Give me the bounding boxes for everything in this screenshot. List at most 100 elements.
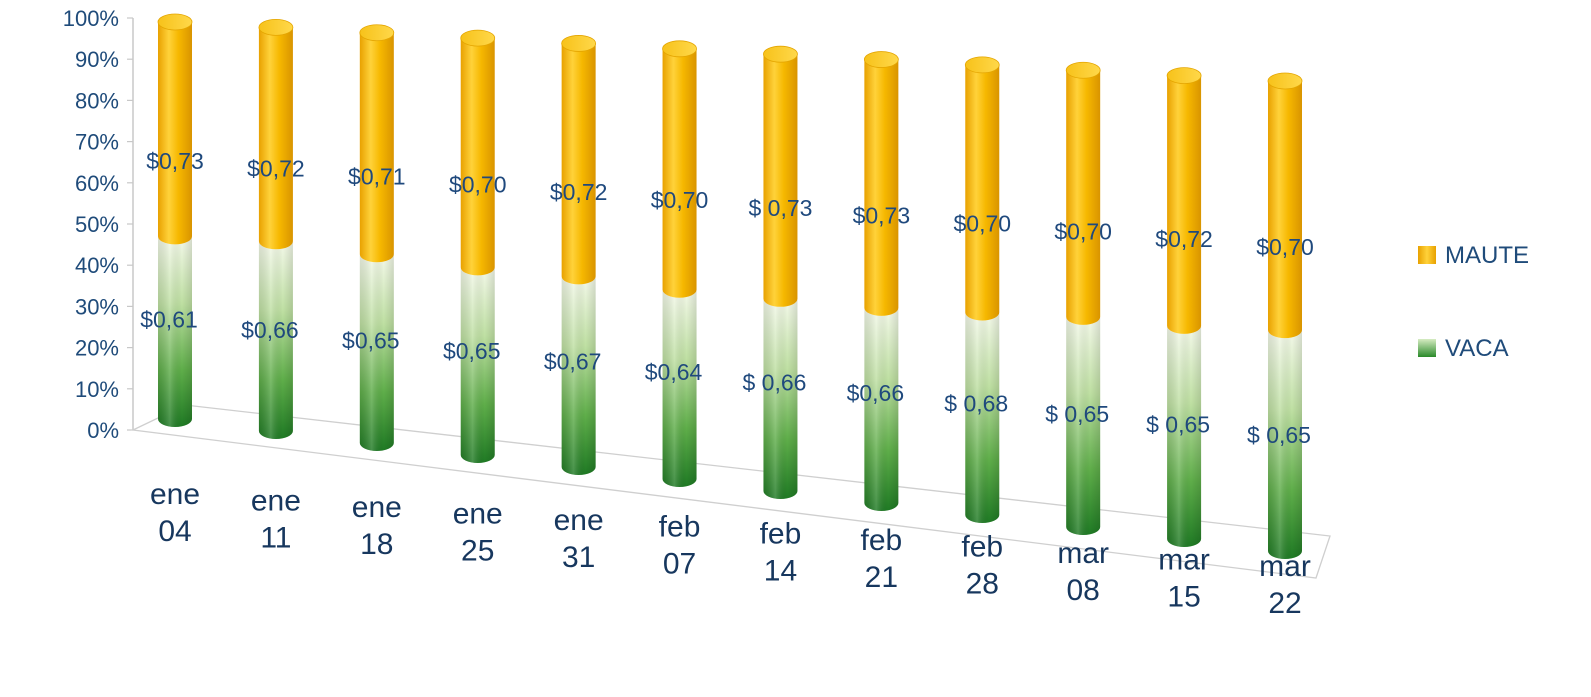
data-label-maute: $0,70 [1256, 234, 1314, 260]
x-tick-label: 14 [764, 554, 797, 587]
bar-vaca-shade [662, 289, 697, 487]
x-tick-label: 07 [663, 548, 696, 581]
x-tick-label: 04 [158, 515, 191, 548]
data-label-maute: $ 0,73 [748, 195, 812, 221]
x-tick-label: feb [861, 524, 903, 557]
bar-maute [561, 43, 596, 285]
bar-maute-top [561, 35, 597, 52]
y-tick-label: 30% [75, 294, 119, 319]
x-tick-label: feb [659, 511, 701, 544]
bar-maute [965, 64, 1000, 321]
bar-vaca-shade [1167, 325, 1202, 547]
data-label-maute: $0,73 [146, 148, 204, 174]
x-tick-label: mar [1158, 543, 1210, 576]
data-label-vaca: $0,65 [443, 338, 501, 364]
data-label-vaca: $ 0,65 [1247, 422, 1311, 448]
bar-maute-top [863, 51, 899, 68]
bar-vaca-shade [460, 267, 495, 463]
data-label-maute: $0,70 [1054, 218, 1112, 244]
y-tick-label: 80% [75, 88, 119, 113]
data-label-maute: $0,72 [1155, 226, 1213, 252]
data-label-maute: $0,70 [449, 171, 507, 197]
bar-maute-top [662, 40, 697, 58]
bar-maute-top [964, 56, 1000, 74]
y-tick-label: 40% [75, 253, 119, 278]
bar-vaca-shade [258, 241, 293, 439]
bar-maute [763, 54, 798, 307]
bar-maute [1167, 75, 1202, 334]
bars [157, 13, 1303, 559]
bar-maute-top [1166, 67, 1202, 85]
data-label-vaca: $0,65 [342, 328, 400, 354]
bar-maute [158, 22, 192, 245]
data-label-vaca: $ 0,65 [1146, 411, 1210, 437]
bar-vaca-shade [158, 236, 192, 427]
bar-maute-top [258, 18, 294, 36]
x-tick-label: ene [352, 491, 402, 524]
y-tick-label: 90% [75, 47, 119, 72]
bar-maute-top [157, 13, 193, 31]
y-tick-label: 60% [75, 171, 119, 196]
y-tick-label: 70% [75, 130, 119, 155]
data-label-vaca: $0,66 [241, 317, 299, 343]
x-tick-label: 22 [1268, 587, 1301, 620]
x-tick-label: ene [251, 485, 301, 518]
bar-vaca-shade [965, 312, 1000, 523]
legend-label: VACA [1445, 335, 1509, 362]
legend-swatch-vaca [1418, 339, 1436, 357]
x-tick-label: 28 [966, 567, 999, 600]
bar-vaca-shade [864, 307, 899, 511]
x-tick-label: 25 [461, 535, 494, 568]
bar-maute [1066, 70, 1101, 325]
bar-maute-top [1065, 61, 1101, 79]
data-label-maute: $0,72 [247, 156, 305, 182]
data-label-maute: $0,73 [853, 203, 911, 229]
bar-maute-top [359, 24, 395, 42]
data-label-vaca: $0,64 [645, 359, 703, 385]
data-label-vaca: $ 0,68 [944, 390, 1008, 416]
bar-maute [1268, 81, 1302, 339]
x-tick-label: 08 [1066, 574, 1099, 607]
data-label-maute: $0,72 [550, 179, 608, 205]
x-tick-label: 18 [360, 528, 393, 561]
x-tick-label: 11 [260, 522, 291, 555]
y-tick-label: 100% [63, 6, 119, 31]
bar-vaca-shade [1066, 316, 1101, 535]
legend-label: MAUTE [1445, 242, 1529, 269]
bar-vaca-shade [561, 276, 596, 475]
x-tick-label: ene [554, 504, 604, 537]
axes: 0% 10% 20% 30% 40% 50% 60% 70% 80% 90% 100% ene 04 en… [63, 6, 1331, 620]
x-tick-label: feb [961, 530, 1003, 563]
bar-maute-top [460, 29, 496, 47]
data-label-maute: $0,70 [651, 187, 709, 213]
bar-maute [460, 38, 495, 276]
x-tick-label: 31 [562, 541, 595, 574]
x-tick-label: 15 [1167, 580, 1200, 613]
data-label-maute: $0,71 [348, 164, 406, 190]
bar-vaca-shade [1268, 330, 1302, 559]
data-label-maute: $0,70 [953, 210, 1011, 236]
bar-vaca-shade [763, 298, 798, 499]
bar-maute [662, 48, 697, 298]
data-label-vaca: $0,66 [847, 380, 905, 406]
data-label-vaca: $ 0,66 [742, 370, 806, 396]
bar-maute [864, 59, 899, 316]
legend-swatch-maute [1418, 246, 1436, 264]
bar-vaca-shade [359, 254, 394, 451]
data-label-vaca: $0,67 [544, 349, 602, 375]
bar-maute [359, 32, 394, 263]
x-tick-label: 21 [865, 561, 898, 594]
y-tick-label: 10% [75, 377, 119, 402]
data-label-vaca: $0,61 [140, 307, 198, 333]
x-tick-label: mar [1057, 537, 1109, 570]
y-tick-label: 0% [87, 418, 119, 443]
y-tick-label: 20% [75, 336, 119, 361]
x-tick-label: ene [453, 498, 503, 531]
bar-maute [258, 27, 293, 250]
data-label-vaca: $ 0,65 [1045, 401, 1109, 427]
data-labels: $0,73 $0,61 $0,72 $0,66 $0,71 $0,65 $0,70 $0,65… [140, 148, 1314, 448]
bar-maute-top [763, 45, 798, 63]
x-tick-label: feb [760, 517, 802, 550]
bar-maute-top [1267, 72, 1303, 90]
